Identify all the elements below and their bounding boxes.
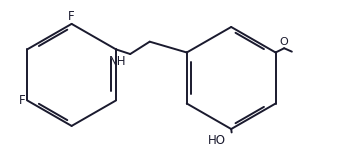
Text: F: F (68, 10, 75, 23)
Text: HO: HO (208, 134, 226, 147)
Text: NH: NH (109, 55, 127, 68)
Text: F: F (19, 94, 25, 107)
Text: O: O (280, 37, 288, 47)
